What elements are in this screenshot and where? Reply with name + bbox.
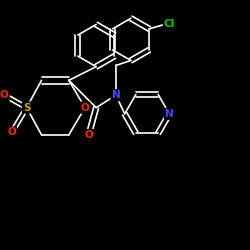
Text: O: O [80, 103, 89, 113]
Text: O: O [84, 130, 93, 140]
Text: N: N [112, 90, 120, 100]
Text: Cl: Cl [164, 19, 175, 29]
Text: N: N [165, 109, 174, 119]
Text: O: O [8, 128, 16, 138]
Text: O: O [0, 90, 9, 100]
Text: S: S [23, 103, 30, 113]
